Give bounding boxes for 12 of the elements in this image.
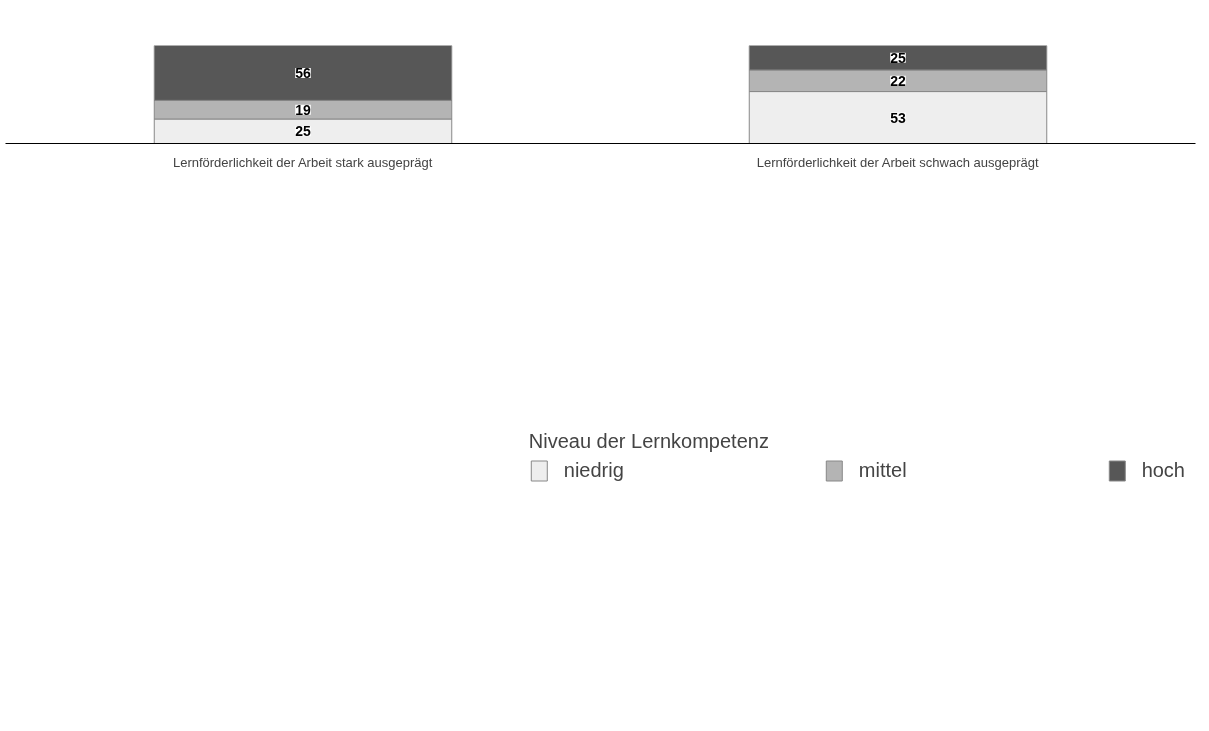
legend-label: mittel bbox=[858, 458, 907, 482]
data-label: 19 bbox=[295, 101, 311, 118]
legend-label: hoch bbox=[1141, 458, 1185, 482]
x-tick-label: Lernförderlichkeit der Arbeit stark ausgeprägt bbox=[172, 154, 433, 170]
legend-title: Niveau der Lernkompetenz bbox=[528, 429, 770, 453]
data-label: 53 bbox=[890, 109, 906, 126]
legend-label: niedrig bbox=[563, 458, 624, 482]
data-label: 56 bbox=[295, 64, 311, 81]
data-label: 22 bbox=[890, 72, 906, 89]
data-label: 25 bbox=[890, 49, 906, 66]
data-label: 25 bbox=[295, 123, 311, 140]
x-tick-label: Lernförderlichkeit der Arbeit schwach ausgeprägt bbox=[756, 154, 1039, 170]
